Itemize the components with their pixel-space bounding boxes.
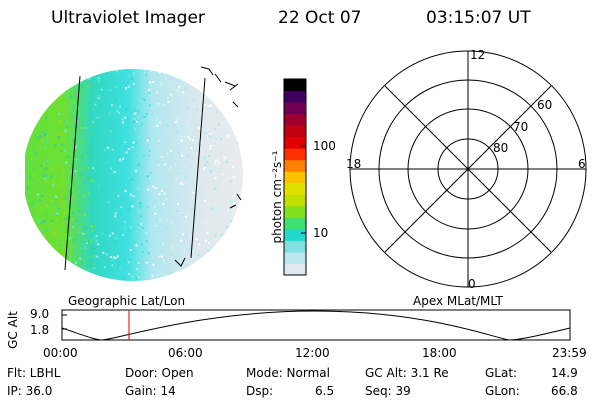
mlt-label-0: 0 <box>468 277 476 291</box>
gc-altitude-status: GC Alt: 3.1 Re <box>365 366 449 380</box>
colorbar-step <box>284 159 306 172</box>
instrument-title: Ultraviolet Imager <box>51 8 205 28</box>
colorbar-tick-100: 100 <box>313 139 336 153</box>
meridian-line-right <box>190 77 206 259</box>
meridian-line-left <box>64 75 81 271</box>
dsp-label: Dsp: <box>246 384 274 398</box>
colorbar-step <box>284 228 306 241</box>
mlt-label-6: 6 <box>578 157 586 171</box>
colorbar-step <box>284 171 306 184</box>
glon-label: GLon: <box>485 384 520 398</box>
altplot-xtick-0000: 00:00 <box>43 346 78 360</box>
mlt-label-18: 18 <box>346 157 362 171</box>
colorbar-step <box>284 79 306 92</box>
glat-value: 14.9 <box>551 366 578 380</box>
uv-image-disk <box>25 66 243 281</box>
mlt-polar-grid <box>349 50 587 288</box>
altplot-ylabel: GC Alt <box>6 311 20 349</box>
colorbar-step <box>284 90 306 103</box>
altplot-xtick-1800: 18:00 <box>422 346 457 360</box>
colorbar-step <box>284 182 306 195</box>
ip-status: IP: 36.0 <box>7 384 53 398</box>
door-status: Door: Open <box>125 366 194 380</box>
colorbar-step <box>284 113 306 126</box>
coastline-fragment <box>174 66 242 267</box>
glon-value: 66.8 <box>551 384 578 398</box>
altplot-ytick-9: 9.0 <box>30 307 50 321</box>
colorbar-step <box>284 136 306 149</box>
altplot-xtick-1200: 12:00 <box>295 346 330 360</box>
colorbar-step <box>284 102 306 115</box>
gain-status: Gain: 14 <box>125 384 176 398</box>
altplot-xtick-2359: 23:59 <box>552 346 587 360</box>
colorbar-unit-label: photon cm⁻²s⁻¹ <box>270 150 284 244</box>
colorbar-step <box>284 125 306 138</box>
colorbar-step <box>284 205 306 218</box>
seq-status: Seq: 39 <box>365 384 411 398</box>
lat-label-60: 60 <box>537 98 553 112</box>
colorbar-step <box>284 251 306 264</box>
mode-status: Mode: Normal <box>246 366 330 380</box>
filter-status: Flt: LBHL <box>7 366 61 380</box>
colorbar-tick-10: 10 <box>313 226 329 240</box>
colorbar-step <box>284 148 306 161</box>
lat-label-70: 70 <box>513 120 529 134</box>
dsp-value: 6.5 <box>315 384 335 398</box>
colorbar-step <box>284 263 306 276</box>
mlt-label-12: 12 <box>470 48 486 62</box>
time-label: 03:15:07 UT <box>426 8 531 28</box>
altplot-left-title: Geographic Lat/Lon <box>68 294 186 308</box>
altitude-curve <box>61 310 571 341</box>
altplot-xtick-0600: 06:00 <box>168 346 203 360</box>
lat-label-80: 80 <box>493 141 509 155</box>
colorbar-step <box>284 240 306 253</box>
altplot-ytick-1.8: 1.8 <box>30 323 50 337</box>
colorbar <box>283 78 307 276</box>
colorbar-step <box>284 217 306 230</box>
altplot-right-title: Apex MLat/MLT <box>413 294 503 308</box>
date-label: 22 Oct 07 <box>278 8 362 28</box>
colorbar-step <box>284 194 306 207</box>
glat-label: GLat: <box>485 366 518 380</box>
altitude-plot <box>61 309 571 341</box>
